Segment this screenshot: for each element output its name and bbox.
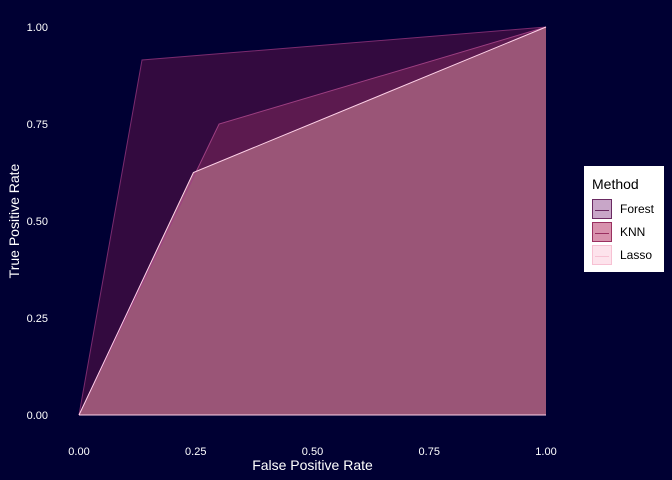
legend-item-knn: KNN	[592, 221, 662, 245]
x-tick-label: 0.25	[185, 446, 206, 458]
legend-label-lasso: Lasso	[620, 248, 653, 262]
y-axis-ticks: 0.00 0.25 0.50 0.75 1.00	[27, 22, 48, 422]
area-lasso	[79, 27, 546, 415]
legend-title: Method	[592, 176, 639, 192]
legend: Method Forest KNN Lasso	[584, 166, 664, 272]
x-tick-label: 1.00	[535, 446, 556, 458]
line-layer	[78, 26, 547, 416]
y-tick-label: 0.00	[27, 410, 48, 422]
x-tick-label: 0.00	[68, 446, 89, 458]
y-tick-label: 0.25	[27, 313, 48, 325]
x-axis-ticks: 0.00 0.25 0.50 0.75 1.00	[68, 446, 556, 458]
legend-key-knn	[592, 222, 612, 242]
legend-label-knn: KNN	[620, 225, 646, 239]
curve-lasso	[78, 26, 547, 416]
x-axis-title: False Positive Rate	[252, 457, 373, 473]
y-tick-label: 0.50	[27, 216, 48, 228]
legend-key-lasso	[592, 245, 612, 265]
legend-item-lasso: Lasso	[592, 244, 662, 268]
legend-item-forest: Forest	[592, 198, 662, 222]
legend-key-forest	[592, 199, 612, 219]
area-layer	[79, 27, 546, 415]
y-axis-title: True Positive Rate	[6, 163, 22, 278]
x-tick-label: 0.50	[302, 446, 323, 458]
legend-label-forest: Forest	[620, 202, 655, 216]
y-tick-label: 0.75	[27, 119, 48, 131]
curve-forest	[78, 26, 547, 416]
x-tick-label: 0.75	[419, 446, 440, 458]
curve-knn	[78, 26, 547, 416]
y-tick-label: 1.00	[27, 22, 48, 34]
